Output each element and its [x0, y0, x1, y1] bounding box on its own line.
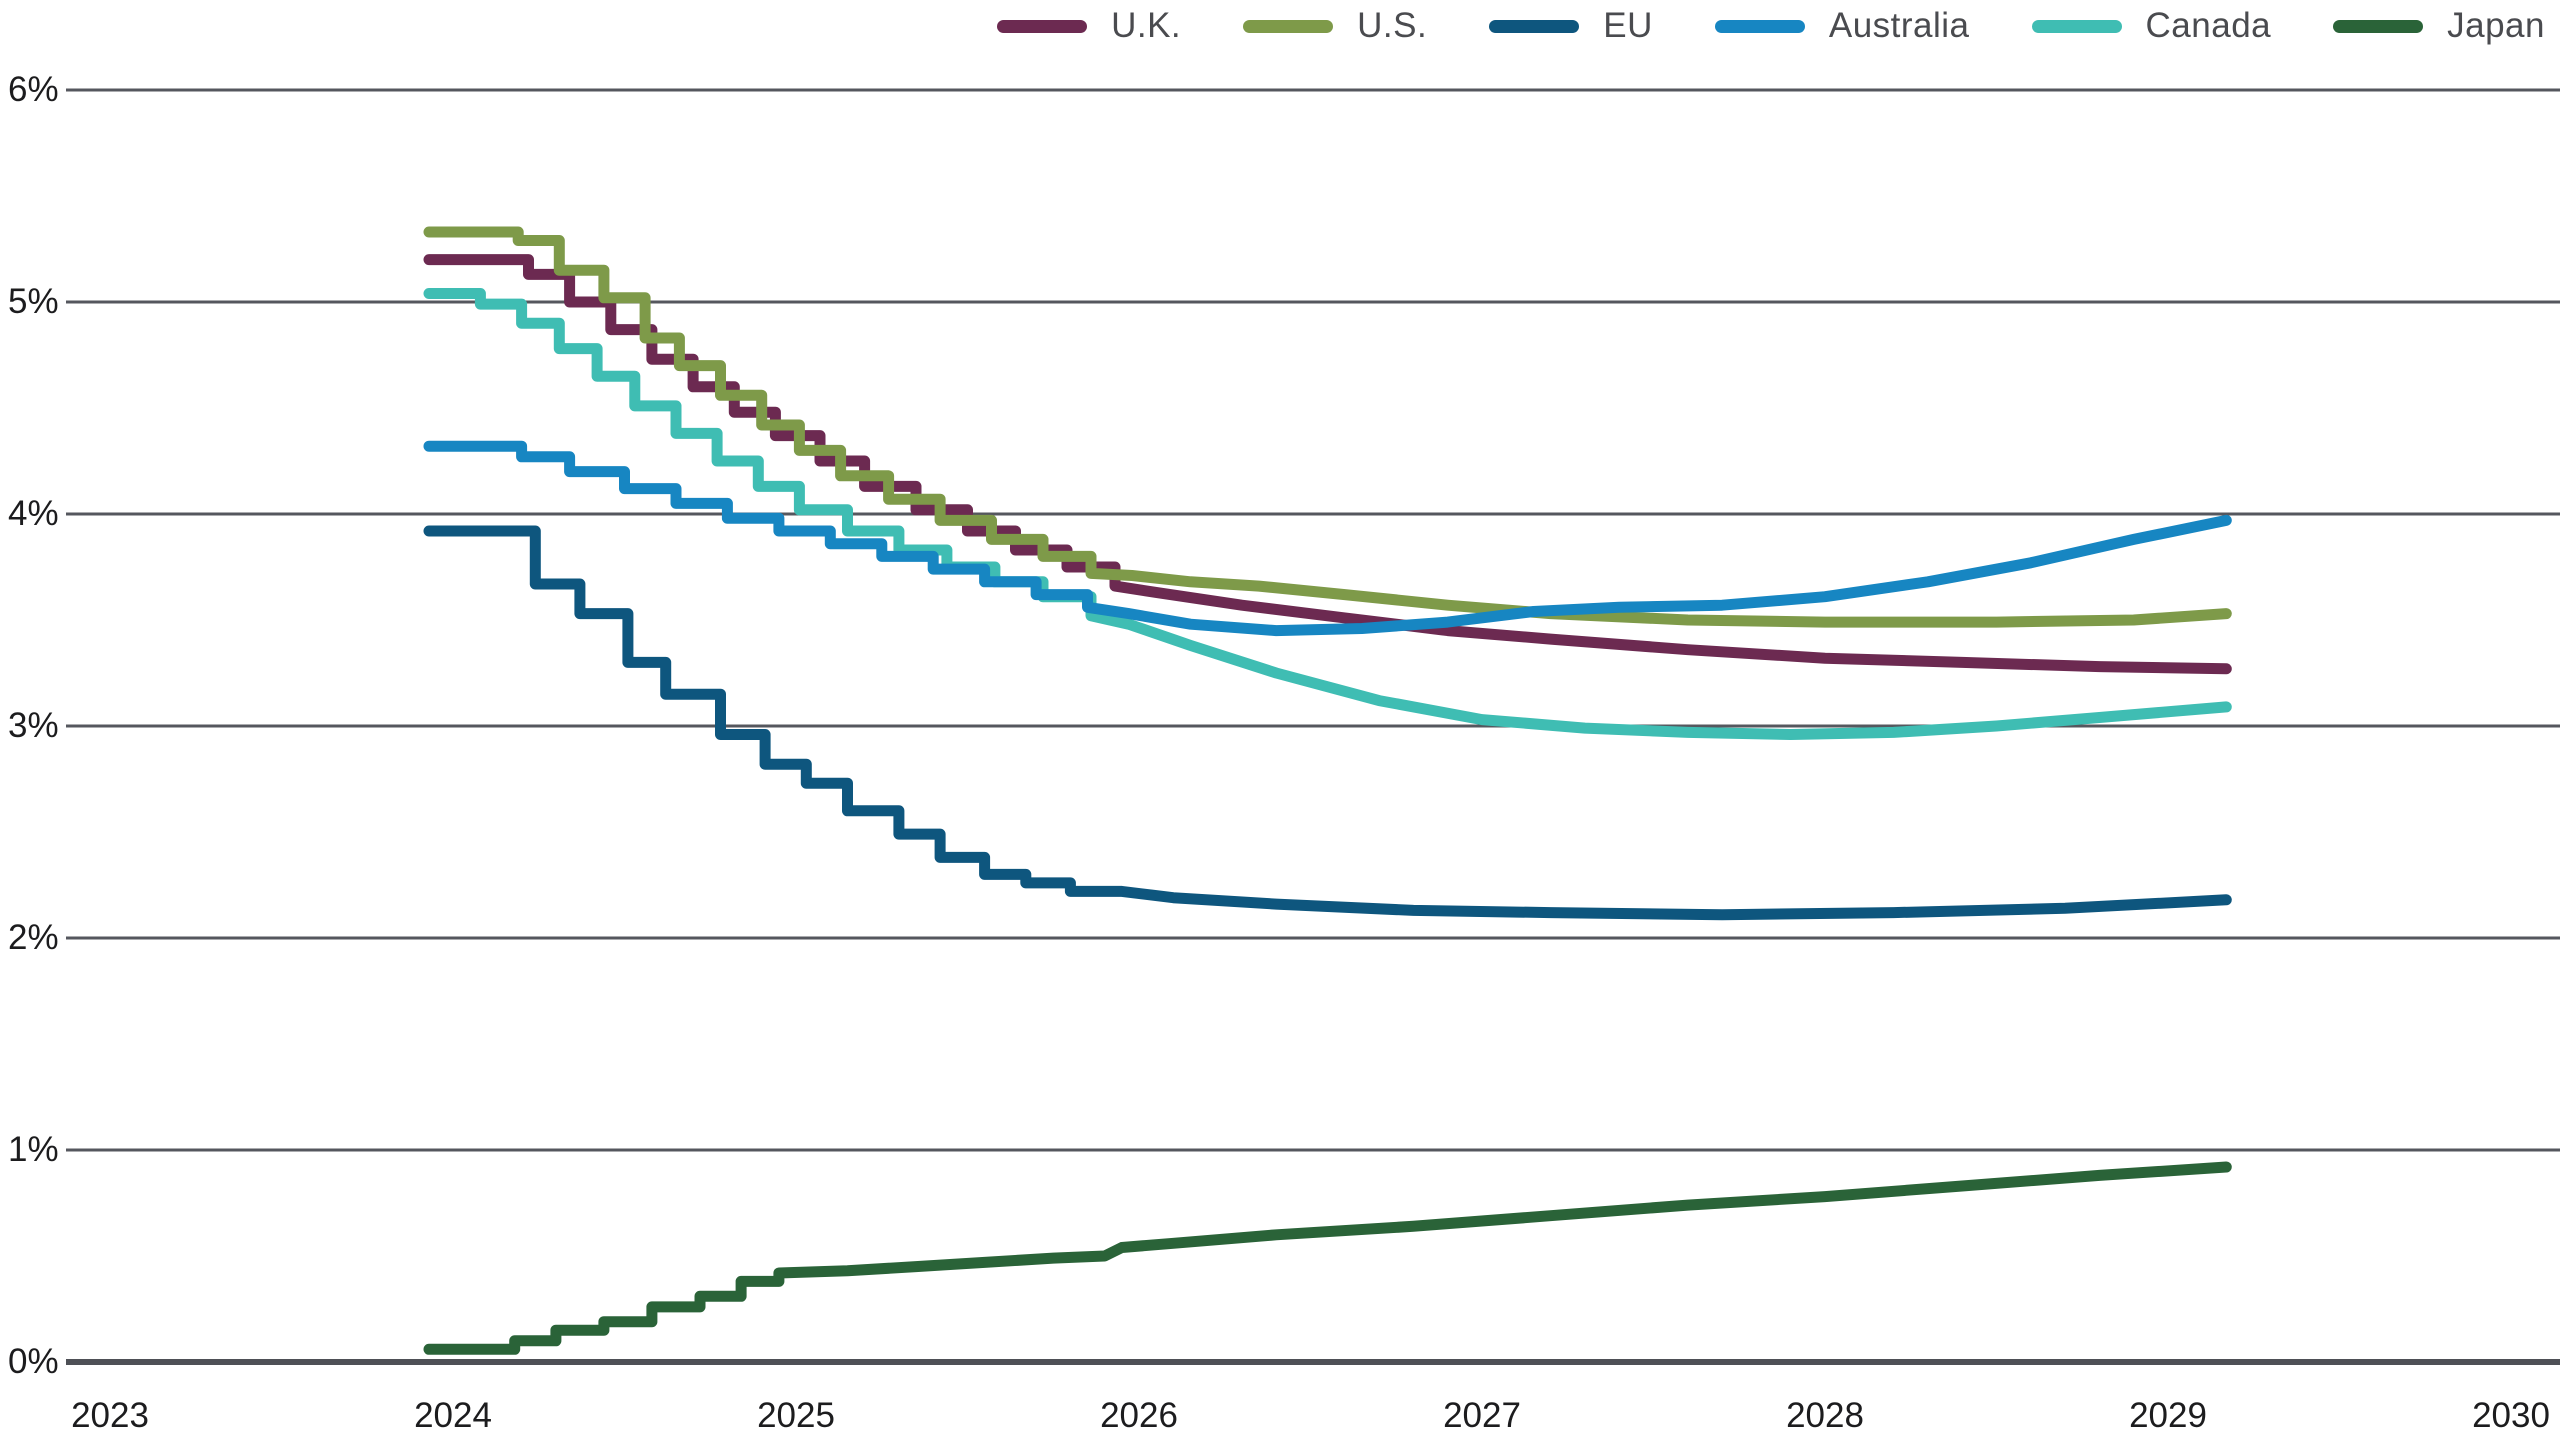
us-line-swatch-icon	[1243, 19, 1334, 33]
legend-label: EU	[1603, 6, 1653, 45]
legend-item-uk: U.K.	[997, 6, 1181, 46]
x-tick: 2025	[757, 1396, 835, 1435]
uk-line-swatch-icon	[997, 19, 1088, 33]
x-tick: 2030	[2472, 1396, 2550, 1435]
x-tick: 2029	[2129, 1396, 2207, 1435]
legend-item-japan: Japan	[2333, 6, 2545, 46]
series-line-japan	[423, 1161, 2232, 1355]
legend-item-australia: Australia	[1714, 6, 1970, 46]
legend-label: Australia	[1828, 6, 1970, 45]
series-line-uk	[423, 254, 2232, 675]
y-tick: 1%	[8, 1130, 59, 1169]
x-tick: 2028	[1786, 1396, 1864, 1435]
legend-item-us: U.S.	[1243, 6, 1427, 46]
y-tick: 3%	[8, 706, 59, 745]
japan-line-swatch-icon	[2333, 19, 2424, 33]
legend-label: Japan	[2447, 6, 2545, 45]
canada-line-swatch-icon	[2031, 19, 2122, 33]
x-tick: 2024	[414, 1396, 492, 1435]
y-tick: 4%	[8, 494, 59, 533]
x-tick: 2027	[1443, 1396, 1521, 1435]
legend-label: Canada	[2145, 6, 2272, 45]
y-tick: 6%	[8, 70, 59, 109]
x-tick: 2026	[1100, 1396, 1178, 1435]
legend-label: U.K.	[1111, 6, 1182, 45]
x-tick: 2023	[71, 1396, 149, 1435]
y-tick: 2%	[8, 918, 59, 957]
series-line-us	[423, 226, 2232, 628]
y-tick: 5%	[8, 282, 59, 321]
legend-label: U.S.	[1357, 6, 1428, 45]
australia-line-swatch-icon	[1714, 19, 1805, 33]
legend-item-canada: Canada	[2031, 6, 2272, 46]
eu-line-swatch-icon	[1489, 19, 1580, 33]
series-line-australia	[423, 440, 2232, 637]
legend-item-eu: EU	[1489, 6, 1653, 46]
legend: U.K. U.S. EU Australia Canada Japan	[997, 4, 2545, 48]
series-line-canada	[423, 288, 2232, 740]
series-line-eu	[423, 525, 2232, 921]
y-tick: 0%	[8, 1342, 59, 1381]
